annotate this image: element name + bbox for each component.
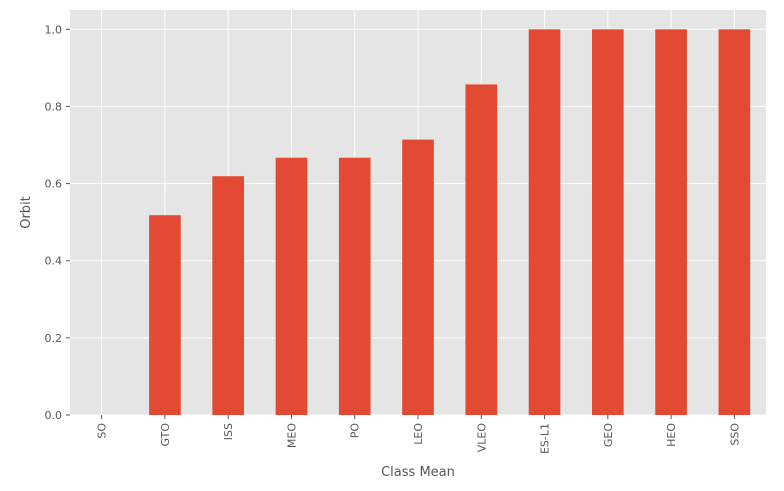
bar-meo <box>275 157 308 415</box>
y-tick-label: 0.4 <box>45 255 63 268</box>
x-tick-label: LEO <box>412 423 425 445</box>
y-axis-label: Orbit <box>19 196 34 229</box>
bar-sso <box>718 29 751 416</box>
x-tick-label: ES-L1 <box>539 423 552 454</box>
bar-po <box>338 157 371 415</box>
y-tick-label: 0.8 <box>45 100 63 113</box>
x-tick-label: VLEO <box>475 423 488 453</box>
bar-es-l1 <box>528 29 561 416</box>
bar-iss <box>212 176 244 415</box>
bar-vleo <box>465 84 498 415</box>
y-tick-label: 0.6 <box>45 178 63 191</box>
x-axis-label: Class Mean <box>381 465 455 480</box>
bar-leo <box>402 139 434 415</box>
bar-gto <box>149 215 181 415</box>
x-tick-label: MEO <box>285 423 298 448</box>
y-tick-label: 1.0 <box>45 23 63 36</box>
x-tick-label: SSO <box>728 423 741 446</box>
bar-geo <box>592 29 624 416</box>
bar-heo <box>655 29 687 416</box>
x-axis-ticks: SO GTO ISS MEO PO LEO VLEO ES-L1 GEO HEO SSO <box>96 415 741 454</box>
x-tick-label: SO <box>96 423 109 439</box>
y-axis-ticks: 0.0 0.2 0.4 0.6 0.8 1.0 <box>45 23 70 422</box>
x-tick-label: PO <box>349 423 362 439</box>
y-tick-label: 0.0 <box>45 409 63 422</box>
y-tick-label: 0.2 <box>45 332 63 345</box>
x-tick-label: ISS <box>222 423 235 440</box>
bars <box>149 29 751 416</box>
x-tick-label: HEO <box>665 423 678 447</box>
x-tick-label: GEO <box>602 423 615 447</box>
x-tick-label: GTO <box>159 423 172 447</box>
